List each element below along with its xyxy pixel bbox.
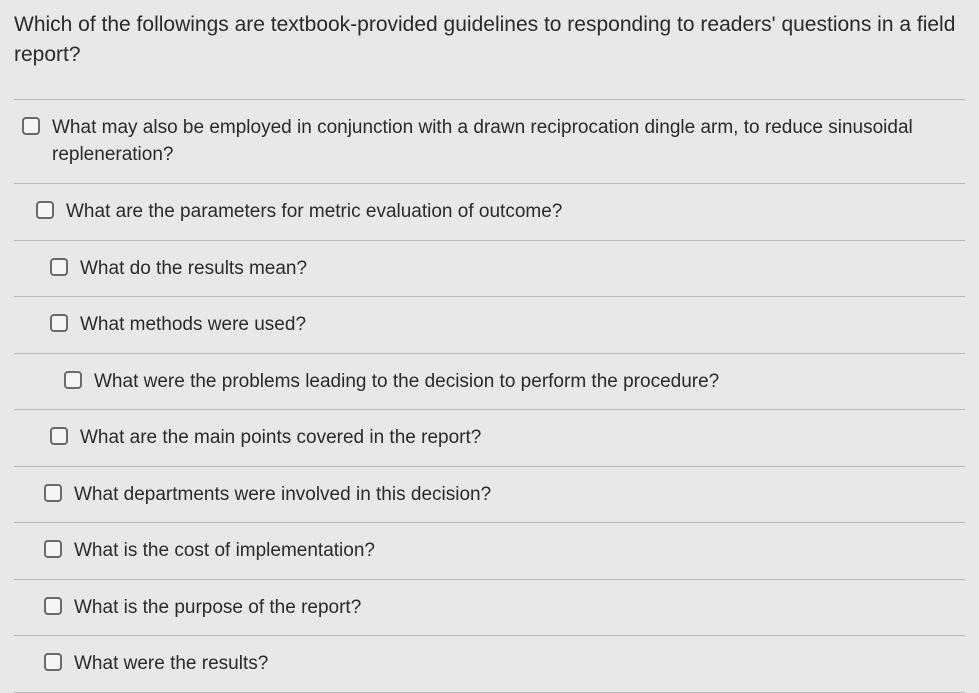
checkbox[interactable] (44, 597, 62, 615)
checkbox[interactable] (50, 427, 68, 445)
option-label: What is the purpose of the report? (74, 594, 361, 622)
option-row[interactable]: What are the main points covered in the … (14, 410, 965, 467)
option-label: What were the problems leading to the de… (94, 368, 719, 396)
question-prompt: Which of the followings are textbook-pro… (14, 10, 965, 71)
option-row[interactable]: What are the parameters for metric evalu… (14, 184, 965, 241)
option-row[interactable]: What may also be employed in conjunction… (14, 100, 965, 184)
checkbox[interactable] (50, 314, 68, 332)
options-list: What may also be employed in conjunction… (14, 99, 965, 693)
checkbox[interactable] (22, 117, 40, 135)
checkbox[interactable] (50, 258, 68, 276)
option-row[interactable]: What methods were used? (14, 297, 965, 354)
option-label: What do the results mean? (80, 255, 307, 283)
option-row[interactable]: What were the problems leading to the de… (14, 354, 965, 411)
option-label: What is the cost of implementation? (74, 537, 375, 565)
checkbox[interactable] (44, 484, 62, 502)
option-label: What methods were used? (80, 311, 306, 339)
option-label: What are the parameters for metric evalu… (66, 198, 562, 226)
question-container: Which of the followings are textbook-pro… (0, 0, 979, 693)
option-label: What departments were involved in this d… (74, 481, 491, 509)
option-row[interactable]: What were the results? (14, 636, 965, 693)
option-label: What may also be employed in conjunction… (52, 114, 955, 169)
checkbox[interactable] (36, 201, 54, 219)
checkbox[interactable] (44, 540, 62, 558)
checkbox[interactable] (64, 371, 82, 389)
option-row[interactable]: What do the results mean? (14, 241, 965, 298)
option-row[interactable]: What departments were involved in this d… (14, 467, 965, 524)
option-row[interactable]: What is the purpose of the report? (14, 580, 965, 637)
option-label: What were the results? (74, 650, 268, 678)
checkbox[interactable] (44, 653, 62, 671)
option-row[interactable]: What is the cost of implementation? (14, 523, 965, 580)
option-label: What are the main points covered in the … (80, 424, 481, 452)
